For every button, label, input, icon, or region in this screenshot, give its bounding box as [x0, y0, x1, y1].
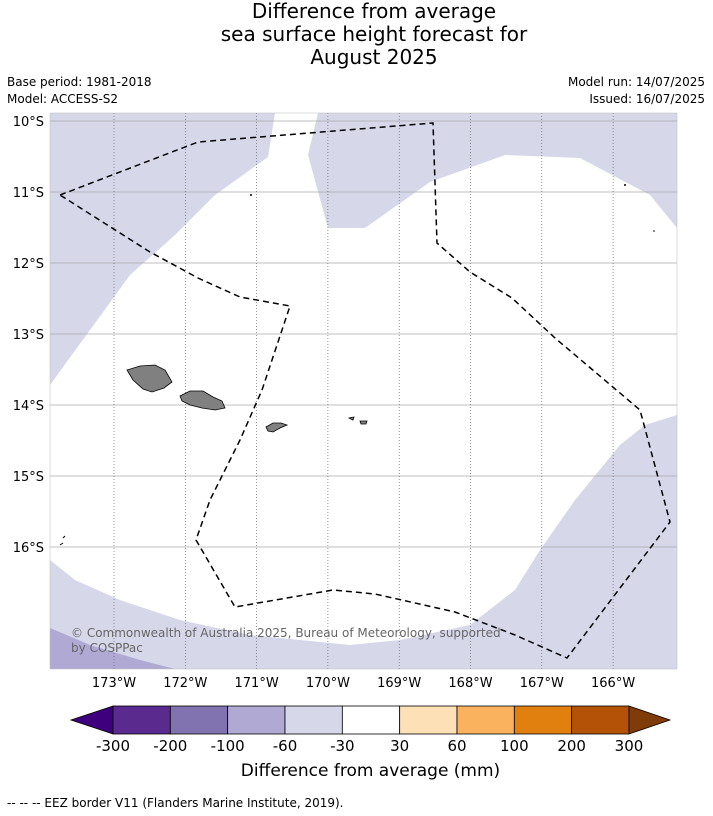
- lon-label: 170°W: [306, 676, 350, 691]
- colorbar-tick-label: 100: [500, 737, 529, 755]
- tutuila-island: [265, 422, 289, 433]
- manua-island-1: [347, 416, 355, 421]
- lat-label: 13°S: [13, 328, 44, 343]
- colorbar-box: [169, 705, 229, 735]
- islet-east-1: [624, 184, 626, 186]
- islet-southwest: [59, 535, 66, 546]
- colorbar-box: [399, 705, 458, 735]
- meta-right: Model run: 14/07/2025 Issued: 16/07/2025: [568, 74, 705, 108]
- lat-label: 15°S: [13, 470, 44, 485]
- colorbar-box: [284, 705, 343, 735]
- longitude-labels: 173°W 172°W 171°W 170°W 169°W 168°W 167°W 166°W: [92, 676, 635, 691]
- eez-footnote: -- -- -- EEZ border V11 (Flanders Marine…: [7, 796, 344, 810]
- eez-border: [58, 122, 671, 659]
- colorbar-tick-label: -100: [211, 737, 245, 755]
- colorbar-tick-label: -60: [273, 737, 298, 755]
- islet-swains: [250, 194, 252, 196]
- islet-east-2: [653, 230, 655, 232]
- lon-label: 173°W: [92, 676, 136, 691]
- anomaly-region-southeast: [50, 415, 677, 669]
- title-line-2: sea surface height forecast for: [220, 22, 528, 46]
- lat-label: 12°S: [13, 257, 44, 272]
- lat-label: 16°S: [13, 541, 44, 556]
- colorbar-extend-low: [69, 705, 114, 735]
- model-name: Model: ACCESS-S2: [7, 92, 119, 106]
- colorbar-tick-label: -200: [153, 737, 187, 755]
- colorbar-tick-label: -300: [96, 737, 130, 755]
- manua-island-2: [359, 420, 368, 425]
- copyright-notice: © Commonwealth of Australia 2025, Bureau…: [71, 626, 501, 655]
- colorbar-title: Difference from average (mm): [240, 761, 501, 781]
- colorbar-box: [227, 705, 286, 735]
- colorbar-extend-high: [628, 705, 672, 735]
- colorbar-box: [112, 705, 171, 735]
- title-line-1: Difference from average: [251, 0, 497, 23]
- upolu-island: [126, 364, 173, 393]
- issued-date: Issued: 16/07/2025: [589, 92, 705, 106]
- colorbar-tick-label: 300: [615, 737, 644, 755]
- lat-label: 11°S: [13, 186, 44, 201]
- map-gridlines: [50, 113, 677, 669]
- map-frame: [49, 112, 678, 670]
- colorbar-box: [456, 705, 515, 735]
- lon-label: 166°W: [591, 676, 635, 691]
- colorbar: -300 -200 -100 -60 -30 30 60 100 200 300: [69, 705, 672, 755]
- lat-label: 10°S: [13, 115, 44, 130]
- title-line-3: August 2025: [310, 45, 438, 69]
- colorbar-tick-label: 30: [390, 737, 409, 755]
- meta-left: Base period: 1981-2018 Model: ACCESS-S2: [7, 74, 152, 108]
- colorbar-tick-label: -30: [330, 737, 355, 755]
- colorbar-tick-label: 60: [447, 737, 466, 755]
- colorbar-box: [341, 705, 401, 735]
- base-period: Base period: 1981-2018: [7, 75, 152, 89]
- colorbar-tick-label: 200: [557, 737, 586, 755]
- anomaly-region-northwest: [50, 113, 275, 385]
- savaii-island: [179, 390, 226, 411]
- anomaly-region-north: [308, 113, 677, 228]
- lat-label: 14°S: [13, 399, 44, 414]
- lon-label: 169°W: [377, 676, 421, 691]
- lon-label: 167°W: [520, 676, 564, 691]
- latitude-labels: 10°S 11°S 12°S 13°S 14°S 15°S 16°S: [13, 115, 44, 556]
- anomaly-region-southwest-deep: [50, 628, 175, 669]
- chart-title: Difference from average sea surface heig…: [0, 0, 713, 69]
- lon-label: 172°W: [163, 676, 207, 691]
- colorbar-box: [513, 705, 573, 735]
- colorbar-box: [571, 705, 630, 735]
- lon-label: 171°W: [235, 676, 279, 691]
- lon-label: 168°W: [448, 676, 492, 691]
- model-run: Model run: 14/07/2025: [567, 75, 705, 89]
